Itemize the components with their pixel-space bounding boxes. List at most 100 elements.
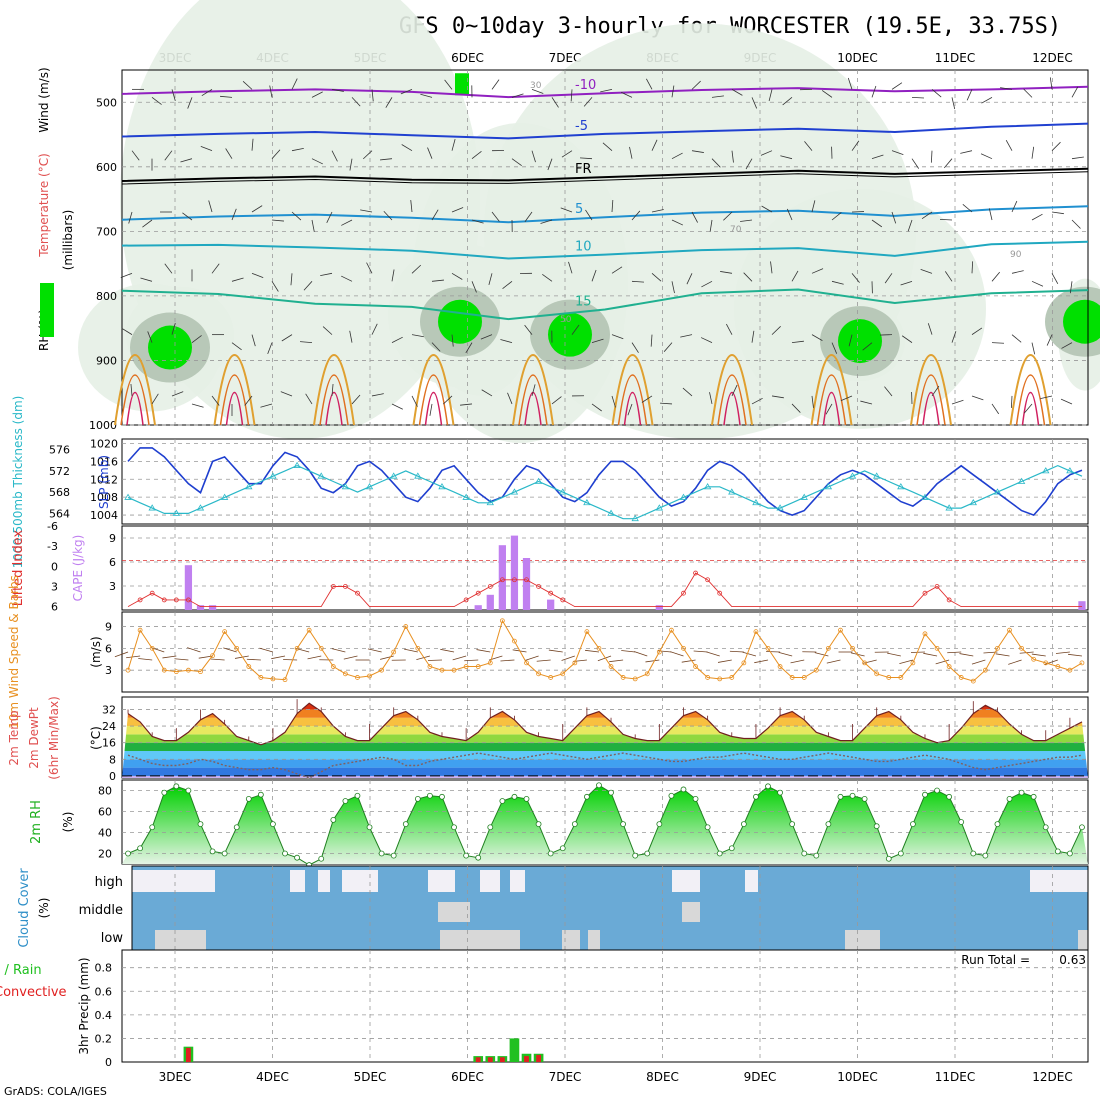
upper-wind-barb: [251, 334, 256, 347]
upper-wind-barb: [907, 219, 913, 232]
upper-wind-barb: [611, 395, 616, 408]
precip-convective-bar: [499, 1057, 505, 1062]
thickness-marker: [969, 498, 977, 506]
lifted-index-marker: [342, 584, 348, 589]
date-label-bottom: 12DEC: [1032, 1070, 1072, 1084]
isotherm-line: [121, 240, 1089, 260]
lifted-index-marker: [475, 590, 481, 596]
rh-marker: [656, 821, 663, 827]
thickness-marker: [679, 493, 688, 500]
rh-marker: [390, 852, 397, 859]
upper-wind-barb: [191, 335, 202, 343]
upper-wind-barb: [848, 334, 853, 347]
rh-marker: [922, 791, 928, 798]
rh-marker: [946, 793, 953, 800]
upper-wind-barb: [583, 97, 593, 107]
wind-speed-marker: [415, 645, 421, 651]
upper-wind-barb: [225, 148, 233, 159]
wind-speed-marker: [512, 638, 517, 644]
wind-speed-marker: [1031, 656, 1037, 662]
upper-wind-barb: [331, 383, 334, 396]
temp-color-band: [122, 767, 1088, 776]
rh-marker: [765, 783, 771, 790]
rh-marker: [330, 817, 337, 823]
rh-marker: [535, 821, 542, 827]
rh-marker: [692, 796, 699, 802]
wind-barb: [367, 648, 382, 653]
upper-wind-barb: [411, 264, 422, 274]
lifted-index-marker: [560, 597, 566, 603]
precip-total-bar: [509, 1038, 520, 1062]
upper-wind-barb: [211, 395, 220, 406]
wind-speed-marker: [306, 627, 312, 633]
upper-wind-barb: [524, 324, 533, 335]
temp-contour-warm: [617, 374, 648, 426]
cape-tick: 6: [109, 556, 116, 569]
upper-wind-barb: [585, 209, 593, 221]
upper-wind-barb: [200, 146, 213, 152]
cloud-gap: [845, 930, 880, 950]
wind-speed-marker: [487, 660, 493, 666]
precip-tick: 0.8: [95, 962, 113, 975]
wind-barb: [693, 650, 708, 653]
wind-speed-marker: [705, 675, 711, 680]
wind-barb: [706, 651, 720, 657]
dewpoint-axis-label: 2m DewPt: [27, 707, 41, 769]
date-label-bottom: 4DEC: [256, 1070, 289, 1084]
upper-wind-barb: [591, 403, 602, 412]
rh-marker: [1030, 793, 1037, 800]
wind-barb: [198, 655, 213, 659]
upper-wind-barb: [602, 142, 613, 151]
thickness-marker: [414, 472, 422, 479]
date-label-bottom: 3DEC: [159, 1070, 192, 1084]
rh-marker: [728, 845, 735, 852]
upper-wind-barb: [260, 403, 273, 408]
date-label-bottom: 9DEC: [744, 1070, 777, 1084]
isotherm-label: 15: [575, 294, 592, 309]
thickness-marker: [776, 504, 784, 511]
upper-wind-barb: [460, 403, 473, 406]
upper-wind-barb: [860, 400, 873, 405]
rh-marker: [366, 824, 373, 831]
temp-contour-warm: [412, 354, 455, 426]
upper-wind-barb: [680, 334, 693, 338]
lifted-index-axis-label: Lifted Index: [11, 529, 26, 606]
temp-contour-warm: [518, 374, 548, 426]
upper-wind-barb: [743, 272, 753, 282]
wind-speed-marker: [186, 667, 191, 673]
upper-wind-barb: [560, 207, 573, 213]
wind-barb: [343, 655, 358, 660]
temp-contour-warm: [1015, 374, 1046, 426]
upper-wind-barb: [691, 211, 698, 223]
upper-wind-barb: [431, 209, 439, 221]
rh-marker: [233, 824, 240, 831]
upper-wind-barb: [811, 200, 816, 213]
upper-wind-barb: [944, 271, 953, 282]
wind-speed-marker: [367, 673, 372, 679]
dewpoint-line: [127, 752, 1083, 779]
wind-barb: [223, 647, 237, 653]
temp-contour-warm: [418, 374, 449, 426]
upper-wind-barb: [291, 147, 304, 152]
wind-barb: [670, 651, 684, 657]
wind-speed-marker: [536, 671, 541, 677]
date-label-bottom: 5DEC: [354, 1070, 387, 1084]
rh-marker: [402, 821, 409, 827]
wind-speed-marker: [620, 675, 626, 680]
rh-marker: [620, 821, 627, 827]
upper-wind-barb: [962, 203, 973, 213]
upper-wind-barb: [481, 389, 493, 397]
wind-barb: [754, 659, 769, 664]
cloud-gap: [155, 930, 206, 950]
slp-line: [127, 447, 1083, 517]
temp-unit-label: (°C): [89, 726, 103, 750]
temp-contour-warm: [816, 374, 847, 426]
cloud-gap: [342, 870, 378, 892]
upper-wind-barb: [121, 327, 133, 335]
li-tick: 0: [51, 560, 58, 573]
upper-wind-barb: [891, 82, 903, 90]
upper-wind-barb: [451, 207, 464, 213]
upper-wind-barb: [720, 271, 733, 274]
upper-wind-barb: [231, 277, 244, 282]
wind-speed-marker: [681, 645, 686, 651]
